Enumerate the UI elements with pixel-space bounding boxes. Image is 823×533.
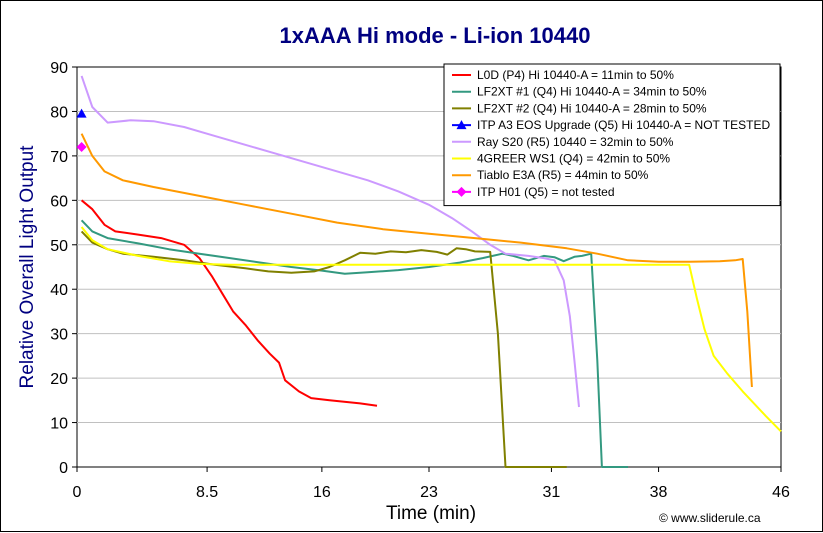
legend-label-1: LF2XT #1 (Q4) Hi 10440-A = 34min to 50% bbox=[477, 85, 707, 99]
x-axis-ticks: 0 8.5 16 23 31 38 46 bbox=[73, 467, 790, 501]
x-tick-label-0: 0 bbox=[73, 484, 82, 501]
series-7-point-0 bbox=[76, 142, 87, 152]
x-tick-label-6: 46 bbox=[772, 484, 790, 501]
legend-label-3: ITP A3 EOS Upgrade (Q5) Hi 10440-A = NOT… bbox=[477, 118, 770, 132]
series-3-point-0 bbox=[76, 108, 87, 118]
legend: L0D (P4) Hi 10440-A = 11min to 50% LF2XT … bbox=[443, 63, 781, 207]
series-line-0 bbox=[80, 199, 378, 407]
y-tick-label-80: 80 bbox=[50, 104, 68, 121]
legend-marker-3 bbox=[456, 120, 467, 130]
credit-text: © www.sliderule.ca bbox=[659, 511, 761, 525]
y-axis-ticks: 0 10 20 30 40 50 60 70 80 90 bbox=[50, 60, 77, 477]
legend-marker-7 bbox=[456, 186, 467, 197]
x-tick-label-5: 38 bbox=[650, 484, 668, 501]
y-axis-label: Relative Overall Light Output bbox=[17, 145, 38, 389]
series-line-2 bbox=[80, 230, 567, 468]
legend-label-7: ITP H01 (Q5) = not tested bbox=[477, 185, 615, 199]
y-tick-label-90: 90 bbox=[50, 60, 68, 77]
x-tick-label-2: 16 bbox=[313, 484, 331, 501]
series-line-5 bbox=[80, 226, 782, 433]
y-tick-label-60: 60 bbox=[50, 193, 68, 210]
series-line-6 bbox=[80, 133, 753, 388]
series-line-4 bbox=[80, 75, 580, 408]
x-tick-label-1: 8.5 bbox=[196, 484, 218, 501]
legend-label-5: 4GREER WS1 (Q4) = 42min to 50% bbox=[477, 152, 670, 166]
y-tick-label-20: 20 bbox=[50, 371, 68, 388]
legend-label-4: Ray S20 (R5) 10440 = 32min to 50% bbox=[477, 135, 674, 149]
series-lines bbox=[76, 75, 782, 468]
x-axis-label: Time (min) bbox=[386, 503, 476, 524]
legend-label-6: Tiablo E3A (R5) = 44min to 50% bbox=[477, 168, 649, 182]
y-tick-label-10: 10 bbox=[50, 416, 68, 433]
x-tick-label-4: 31 bbox=[543, 484, 561, 501]
y-tick-label-70: 70 bbox=[50, 149, 68, 166]
y-tick-label-50: 50 bbox=[50, 238, 68, 255]
x-tick-label-3: 23 bbox=[420, 484, 438, 501]
legend-label-0: L0D (P4) Hi 10440-A = 11min to 50% bbox=[477, 68, 674, 82]
legend-box bbox=[443, 63, 781, 207]
legend-label-2: LF2XT #2 (Q4) Hi 10440-A = 28min to 50% bbox=[477, 101, 707, 115]
y-tick-label-40: 40 bbox=[50, 282, 68, 299]
y-tick-label-0: 0 bbox=[59, 460, 68, 477]
chart-title: 1xAAA Hi mode - Li-ion 10440 bbox=[280, 23, 591, 48]
y-tick-label-30: 30 bbox=[50, 327, 68, 344]
